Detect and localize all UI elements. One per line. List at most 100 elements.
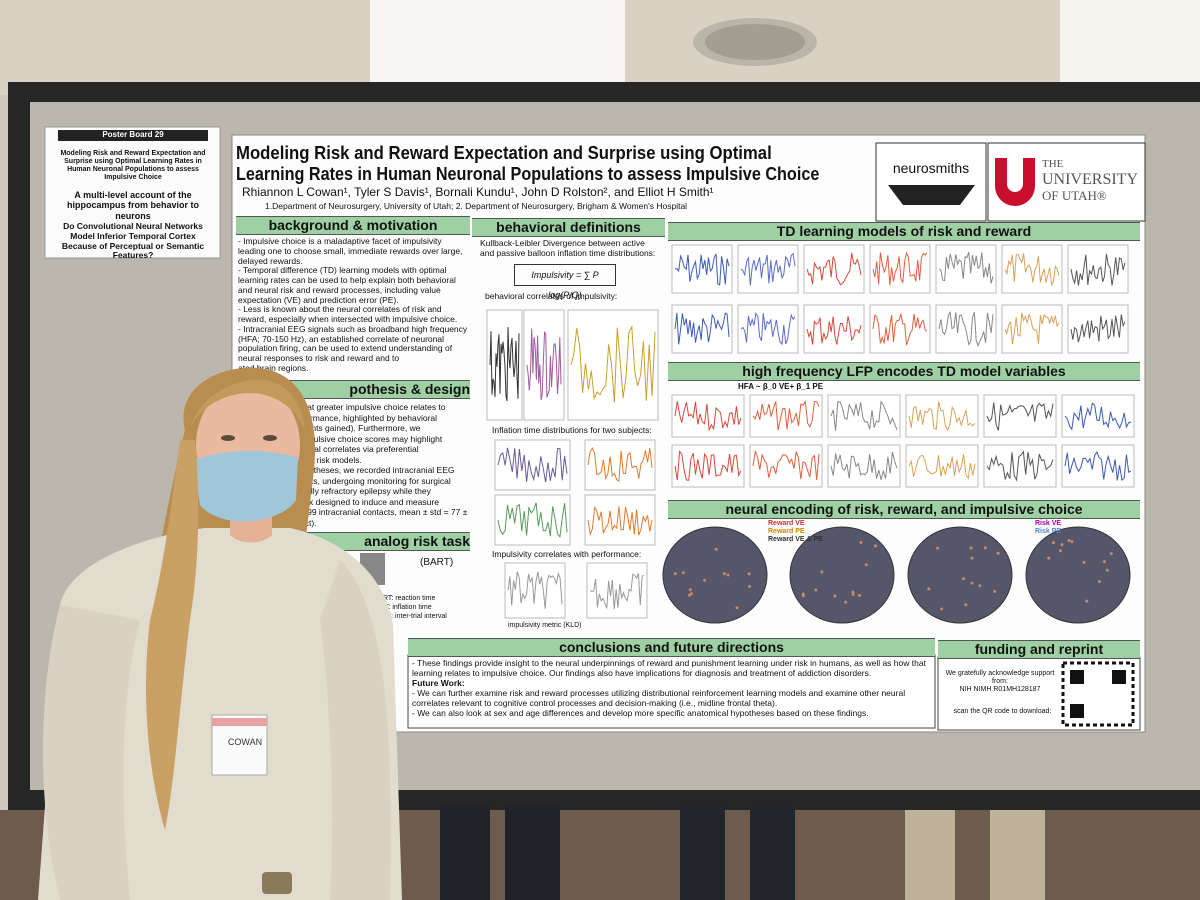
figure bbox=[1058, 549, 1062, 553]
person-legs bbox=[680, 805, 725, 900]
eye bbox=[263, 435, 277, 441]
lab-logo: neurosmiths bbox=[892, 160, 970, 176]
figure bbox=[497, 502, 568, 539]
formula: Impulsivity = ∑ P log(P/Q) bbox=[514, 264, 616, 300]
figure bbox=[996, 551, 1000, 555]
legend-item: RT: reaction time bbox=[383, 595, 436, 602]
figure bbox=[1085, 599, 1089, 603]
figure bbox=[986, 450, 1054, 482]
figure bbox=[1082, 560, 1086, 564]
qr-code bbox=[1070, 670, 1084, 684]
person-legs bbox=[905, 810, 955, 900]
legend-item: Reward VE bbox=[768, 520, 805, 527]
figure bbox=[1102, 560, 1106, 564]
poster-title: Modeling Risk and Reward Expectation and… bbox=[236, 143, 772, 163]
university-logo: UNIVERSITY bbox=[1042, 171, 1138, 188]
funding-text: We gratefully acknowledge support from: bbox=[945, 670, 1055, 686]
figure bbox=[1105, 568, 1109, 572]
arm bbox=[320, 560, 391, 900]
authors: Rhiannon L Cowan¹, Tyler S Davis¹, Borna… bbox=[242, 185, 714, 199]
text-line: ically refractory epilepsy while they bbox=[300, 486, 431, 496]
figure bbox=[674, 253, 730, 286]
figure bbox=[927, 587, 931, 591]
figure bbox=[857, 594, 861, 598]
figure bbox=[827, 444, 901, 488]
figure bbox=[961, 577, 965, 581]
person-legs bbox=[750, 805, 795, 900]
hair bbox=[145, 440, 199, 830]
text-line: jects, undergoing monitoring for surgica… bbox=[300, 475, 451, 486]
paragraph: ated brain regions. bbox=[238, 362, 309, 373]
caption: Impulsivity correlates with performance: bbox=[492, 549, 642, 559]
logo-box bbox=[987, 142, 1146, 222]
figure bbox=[497, 447, 568, 483]
figure bbox=[872, 313, 928, 346]
figure bbox=[801, 594, 805, 598]
figure bbox=[688, 588, 692, 592]
caption: behavioral correlates of impulsivity: bbox=[485, 291, 618, 301]
equation: HFA ~ β_0 VE+ β_1 PE bbox=[738, 382, 824, 391]
note-sheet bbox=[44, 126, 221, 259]
figure bbox=[874, 544, 878, 548]
figure bbox=[674, 312, 730, 345]
utah-u bbox=[995, 158, 1035, 206]
figure bbox=[983, 394, 1057, 438]
figure bbox=[740, 252, 796, 286]
figure bbox=[722, 572, 726, 576]
paragraph: - Less is known about the neural correla… bbox=[238, 304, 458, 325]
affiliations: 1.Department of Neurosurgery, University… bbox=[265, 201, 688, 211]
legend-item: Reward VE & PE bbox=[768, 536, 823, 543]
text-line: impulsive choice scores may highlight bbox=[300, 433, 443, 444]
figure bbox=[993, 590, 997, 594]
section-text: Kullback-Leibler Divergence between acti… bbox=[480, 238, 656, 258]
figure bbox=[703, 578, 707, 582]
legend-item: Risk PE bbox=[1035, 528, 1062, 535]
figure bbox=[1070, 540, 1074, 544]
section-text: that greater impulsive choice relates to… bbox=[300, 402, 470, 528]
figure bbox=[1004, 253, 1060, 287]
figure bbox=[586, 562, 648, 619]
figure bbox=[735, 606, 739, 610]
watch bbox=[262, 872, 292, 894]
figure bbox=[905, 444, 979, 488]
face-mask bbox=[193, 450, 298, 522]
figure bbox=[940, 607, 944, 611]
figure bbox=[986, 402, 1054, 431]
figure bbox=[1109, 552, 1113, 556]
section-header: behavioral definitions bbox=[472, 218, 665, 237]
figure bbox=[752, 449, 820, 480]
figure bbox=[970, 581, 974, 585]
figure bbox=[978, 584, 982, 588]
figure bbox=[752, 400, 820, 431]
section-header: TD learning models of risk and reward bbox=[668, 222, 1140, 241]
figure bbox=[747, 572, 751, 576]
figure bbox=[1070, 314, 1126, 343]
figure bbox=[936, 546, 940, 550]
paragraph: - We can further examine risk and reward… bbox=[412, 688, 906, 708]
figure bbox=[671, 394, 745, 438]
figure bbox=[681, 571, 685, 575]
figure bbox=[687, 593, 691, 597]
figure bbox=[851, 590, 855, 594]
figure bbox=[806, 316, 862, 345]
badge-name: COWAN bbox=[228, 737, 262, 747]
legend: Reward VE Reward PE Reward VE & PE bbox=[768, 520, 823, 544]
figure bbox=[1052, 541, 1056, 545]
figure bbox=[494, 494, 571, 546]
figure bbox=[1067, 539, 1071, 543]
section-header: funding and reprint bbox=[938, 640, 1140, 659]
legend-item: IT: inflation time bbox=[383, 604, 432, 611]
logo-box bbox=[875, 142, 987, 222]
figure bbox=[938, 252, 994, 284]
figure bbox=[749, 444, 823, 488]
figure bbox=[726, 573, 730, 577]
speaker bbox=[705, 24, 805, 60]
text-line: that greater impulsive choice relates to bbox=[300, 402, 446, 412]
text-line: rformance, highlighted by behavioral bbox=[300, 412, 438, 423]
figure bbox=[740, 311, 796, 346]
paragraph: - Impulsive choice is a maladaptive face… bbox=[238, 236, 463, 266]
figure bbox=[589, 573, 645, 610]
figure bbox=[908, 454, 976, 481]
note-item: Modeling Risk and Reward Expectation and… bbox=[60, 150, 206, 182]
